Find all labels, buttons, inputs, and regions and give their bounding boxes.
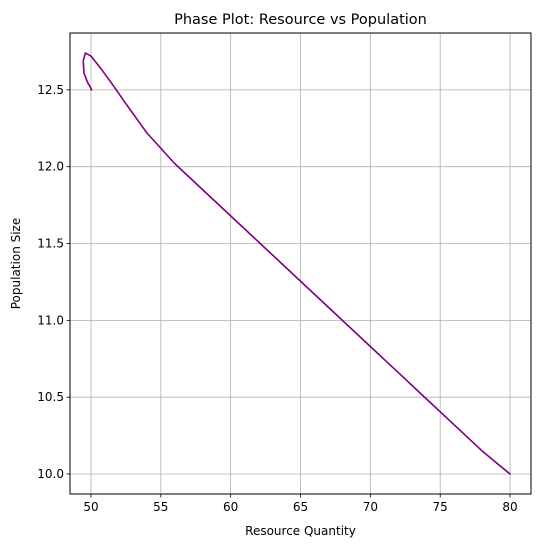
y-tick-label: 12.0	[37, 160, 64, 174]
x-tick-label: 80	[502, 500, 517, 514]
x-tick-label: 70	[363, 500, 378, 514]
y-tick-label: 10.5	[37, 390, 64, 404]
series-line	[82, 52, 511, 475]
y-tick-label: 12.5	[37, 83, 64, 97]
x-tick-label: 60	[223, 500, 238, 514]
x-tick-label: 55	[153, 500, 168, 514]
x-tick-label: 50	[83, 500, 98, 514]
series-layer	[82, 52, 511, 475]
y-axis-title: Population Size	[9, 218, 23, 310]
y-tick-label: 11.0	[37, 313, 64, 327]
y-tick-label: 10.0	[37, 467, 64, 481]
y-tick-label: 11.5	[37, 237, 64, 251]
x-tick-label: 65	[293, 500, 308, 514]
x-tick-label: 75	[433, 500, 448, 514]
x-axis-title: Resource Quantity	[245, 524, 356, 538]
chart-title: Phase Plot: Resource vs Population	[174, 12, 427, 28]
ticks: 50 55 60 65 70 75 80 10.0 10.5 11.0 11.5 12.0 12.5	[37, 83, 517, 514]
grid	[70, 33, 531, 494]
